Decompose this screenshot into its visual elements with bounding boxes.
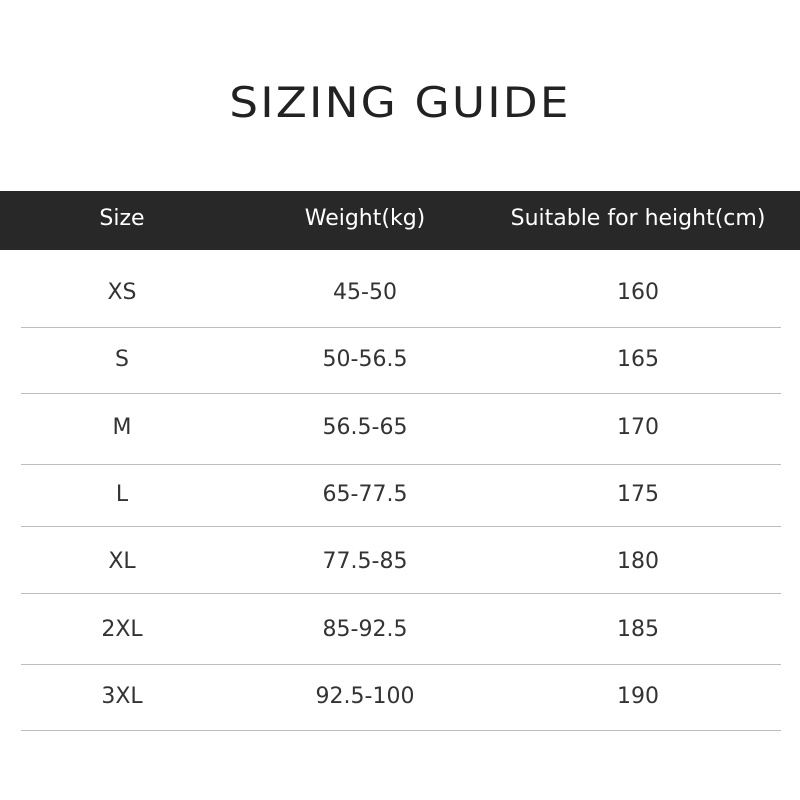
cell-height: 190	[617, 684, 659, 709]
cell-weight: 56.5-65	[322, 415, 408, 440]
cell-weight: 50-56.5	[322, 347, 408, 372]
cell-height: 165	[617, 347, 659, 372]
row-divider	[21, 593, 781, 594]
row-divider	[21, 464, 781, 465]
cell-size: S	[115, 347, 129, 372]
cell-height: 170	[617, 415, 659, 440]
cell-weight: 77.5-85	[322, 549, 408, 574]
cell-size: 2XL	[101, 617, 143, 642]
cell-height: 175	[617, 482, 659, 507]
cell-weight: 45-50	[333, 280, 397, 305]
row-divider	[21, 664, 781, 665]
cell-height: 180	[617, 549, 659, 574]
header-weight: Weight(kg)	[304, 206, 426, 231]
cell-height: 160	[617, 280, 659, 305]
row-divider	[21, 327, 781, 328]
cell-size: XL	[108, 549, 136, 574]
header-size: Size	[99, 206, 145, 231]
cell-weight: 92.5-100	[315, 684, 415, 709]
cell-size: M	[112, 415, 132, 440]
cell-height: 185	[617, 617, 659, 642]
page-title: SIZING GUIDE	[229, 78, 571, 127]
row-divider	[21, 526, 781, 527]
cell-size: L	[115, 482, 129, 507]
row-divider	[21, 393, 781, 394]
cell-size: 3XL	[101, 684, 143, 709]
table-header: Size Weight(kg) Suitable for height(cm)	[0, 191, 800, 250]
cell-weight: 85-92.5	[322, 617, 408, 642]
cell-weight: 65-77.5	[322, 482, 408, 507]
cell-size: XS	[107, 280, 137, 305]
header-height: Suitable for height(cm)	[510, 206, 766, 231]
row-divider	[21, 730, 781, 731]
